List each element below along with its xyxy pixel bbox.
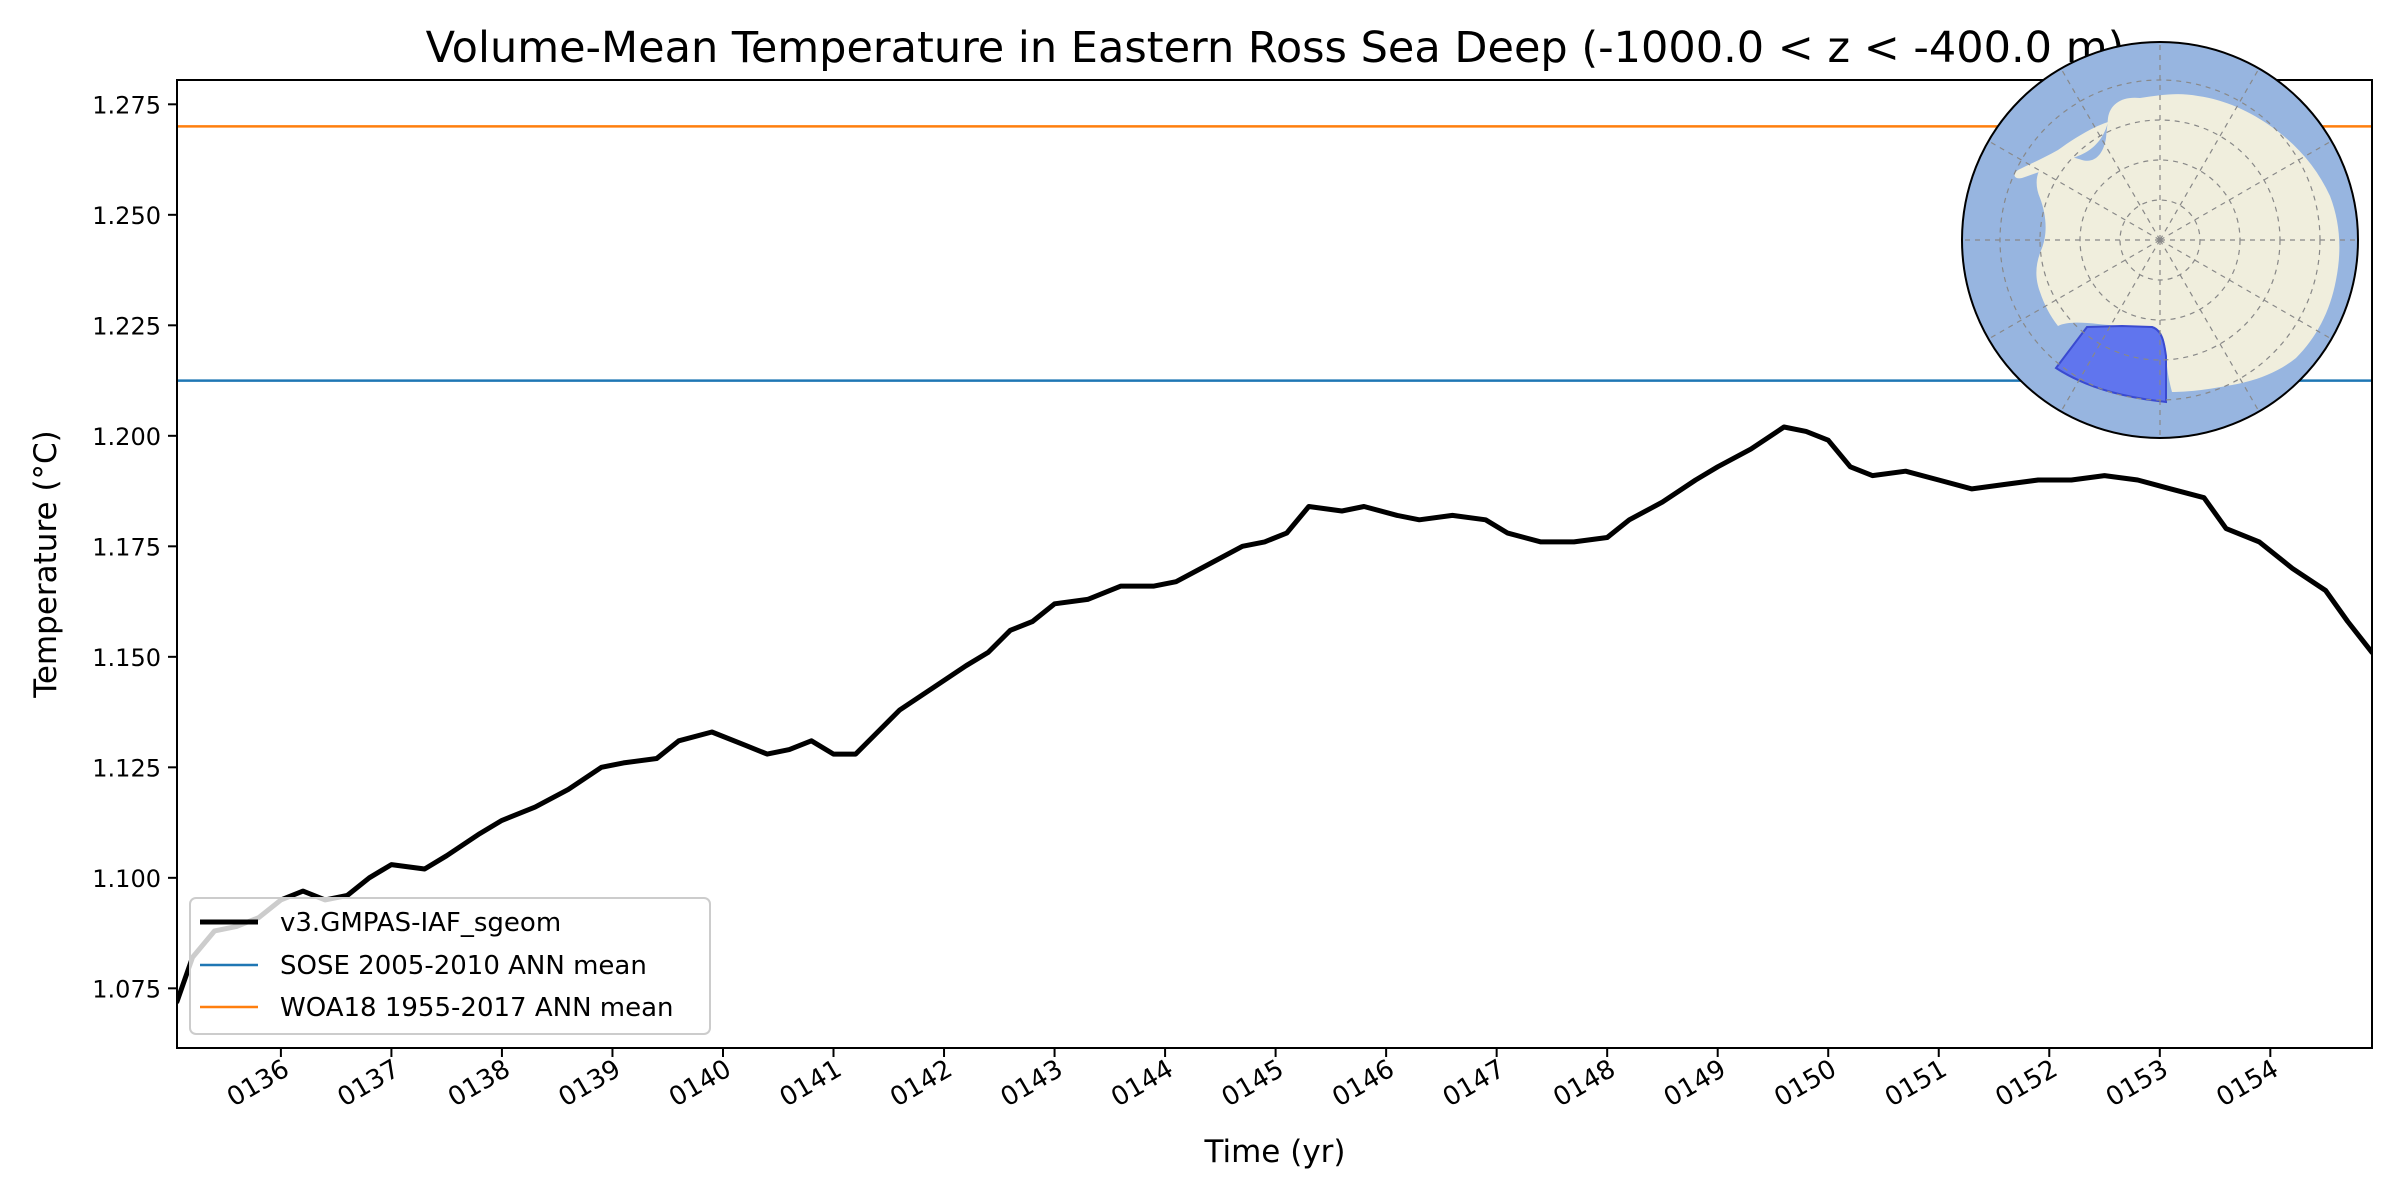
y-tick-label: 1.275 <box>92 91 161 119</box>
y-tick-label: 1.075 <box>92 975 161 1003</box>
x-tick-label: 0148 <box>1548 1054 1620 1113</box>
meridian-line <box>1986 239 2161 341</box>
legend: v3.GMPAS-IAF_sgeom SOSE 2005-2010 ANN me… <box>189 897 711 1035</box>
x-tick-label: 0139 <box>554 1054 626 1113</box>
y-tick-label: 1.100 <box>92 865 161 893</box>
model-temperature-line <box>177 424 2372 1005</box>
y-axis-label: Temperature (°C) <box>28 430 64 699</box>
x-axis: 0136 0137 0138 0139 0140 0141 0142 0143 0144 0145… <box>222 1048 2284 1113</box>
map-graticule <box>1962 42 2358 438</box>
y-tick-label: 1.175 <box>92 533 161 561</box>
x-tick-label: 0151 <box>1880 1054 1952 1113</box>
x-tick-label: 0153 <box>2101 1054 2173 1113</box>
x-tick-label: 0142 <box>885 1054 957 1113</box>
x-axis-label: Time (yr) <box>1204 1134 1346 1170</box>
y-tick-label: 1.125 <box>92 754 161 782</box>
meridian-line <box>1986 139 2161 241</box>
meridian-line <box>2059 239 2161 414</box>
x-tick-label: 0144 <box>1106 1054 1178 1113</box>
y-tick-label: 1.150 <box>92 644 161 672</box>
meridian-line <box>2159 239 2334 341</box>
map-border <box>1961 41 2359 439</box>
antarctic-peninsula <box>2014 122 2108 179</box>
meridian-line <box>2159 66 2261 241</box>
y-tick-label: 1.250 <box>92 202 161 230</box>
x-tick-label: 0140 <box>664 1054 736 1113</box>
x-tick-label: 0154 <box>2212 1054 2284 1113</box>
x-tick-label: 0147 <box>1438 1054 1510 1113</box>
x-tick-label: 0138 <box>443 1054 515 1113</box>
x-tick-label: 0145 <box>1217 1054 1289 1113</box>
legend-box <box>189 897 711 1035</box>
x-tick-label: 0143 <box>996 1054 1068 1113</box>
meridian-line <box>2059 66 2161 241</box>
x-tick-label: 0136 <box>222 1054 294 1113</box>
x-tick-label: 0152 <box>1990 1054 2062 1113</box>
plot-frame <box>176 79 2373 1049</box>
ross-sea-region <box>2054 324 2167 404</box>
x-tick-label: 0146 <box>1327 1054 1399 1113</box>
chart-title: Volume-Mean Temperature in Eastern Ross … <box>426 23 2125 73</box>
meridian-line <box>2159 239 2261 414</box>
x-tick-label: 0141 <box>775 1054 847 1113</box>
inset-map <box>1961 41 2359 439</box>
legend-label-sose: SOSE 2005-2010 ANN mean <box>280 951 647 981</box>
legend-label-woa18: WOA18 1955-2017 ANN mean <box>280 993 674 1023</box>
y-tick-label: 1.225 <box>92 312 161 340</box>
meridian-line <box>2159 139 2334 241</box>
y-tick-label: 1.200 <box>92 423 161 451</box>
y-axis: 1.075 1.100 1.125 1.150 1.175 1.200 1.225 1.250… <box>92 91 177 1003</box>
legend-label-model: v3.GMPAS-IAF_sgeom <box>280 908 561 938</box>
x-tick-label: 0149 <box>1659 1054 1731 1113</box>
antarctica-land <box>2036 94 2340 392</box>
x-tick-label: 0150 <box>1769 1054 1841 1113</box>
x-tick-label: 0137 <box>333 1054 405 1113</box>
